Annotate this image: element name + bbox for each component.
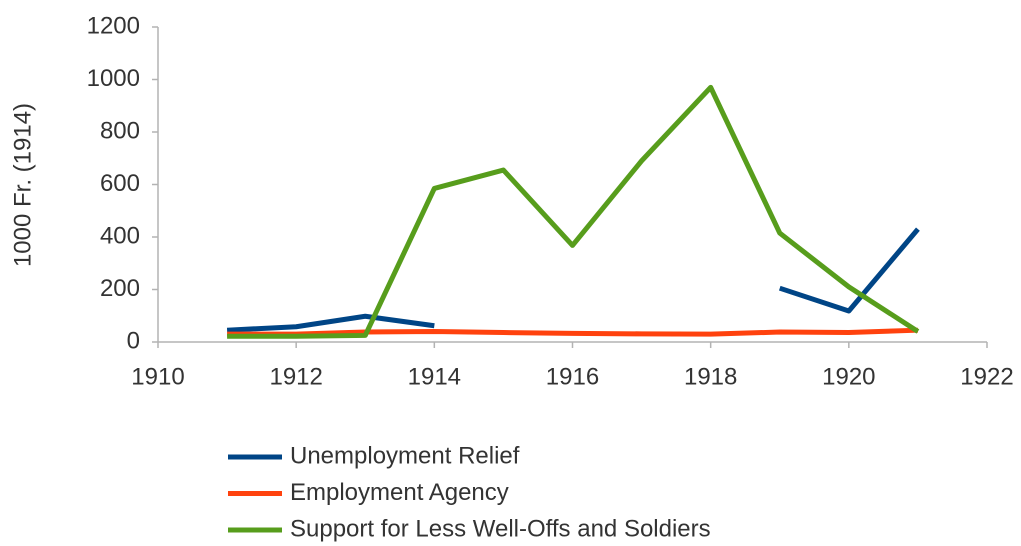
x-tick-label: 1920 (822, 363, 875, 390)
x-tick-label: 1916 (546, 363, 599, 390)
x-tick-label: 1912 (269, 363, 322, 390)
x-tick-label: 1918 (684, 363, 737, 390)
y-tick-label: 1200 (87, 12, 140, 39)
legend-label: Support for Less Well-Offs and Soldiers (290, 515, 711, 542)
x-tick-label: 1910 (131, 363, 184, 390)
x-tick-label: 1914 (408, 363, 461, 390)
series-line (227, 84, 920, 339)
y-tick-label: 1000 (87, 65, 140, 92)
y-tick-label: 600 (100, 170, 140, 197)
series-line (226, 227, 920, 333)
y-tick-label: 200 (100, 275, 140, 302)
y-tick-label: 400 (100, 222, 140, 249)
legend-label: Employment Agency (290, 479, 509, 506)
x-tick-label: 1922 (960, 363, 1013, 390)
y-tick-label: 0 (127, 327, 140, 354)
y-tick-label: 800 (100, 117, 140, 144)
y-axis-label: 1000 Fr. (1914) (9, 103, 36, 267)
series-line (227, 327, 919, 337)
legend-label: Unemployment Relief (290, 442, 520, 469)
